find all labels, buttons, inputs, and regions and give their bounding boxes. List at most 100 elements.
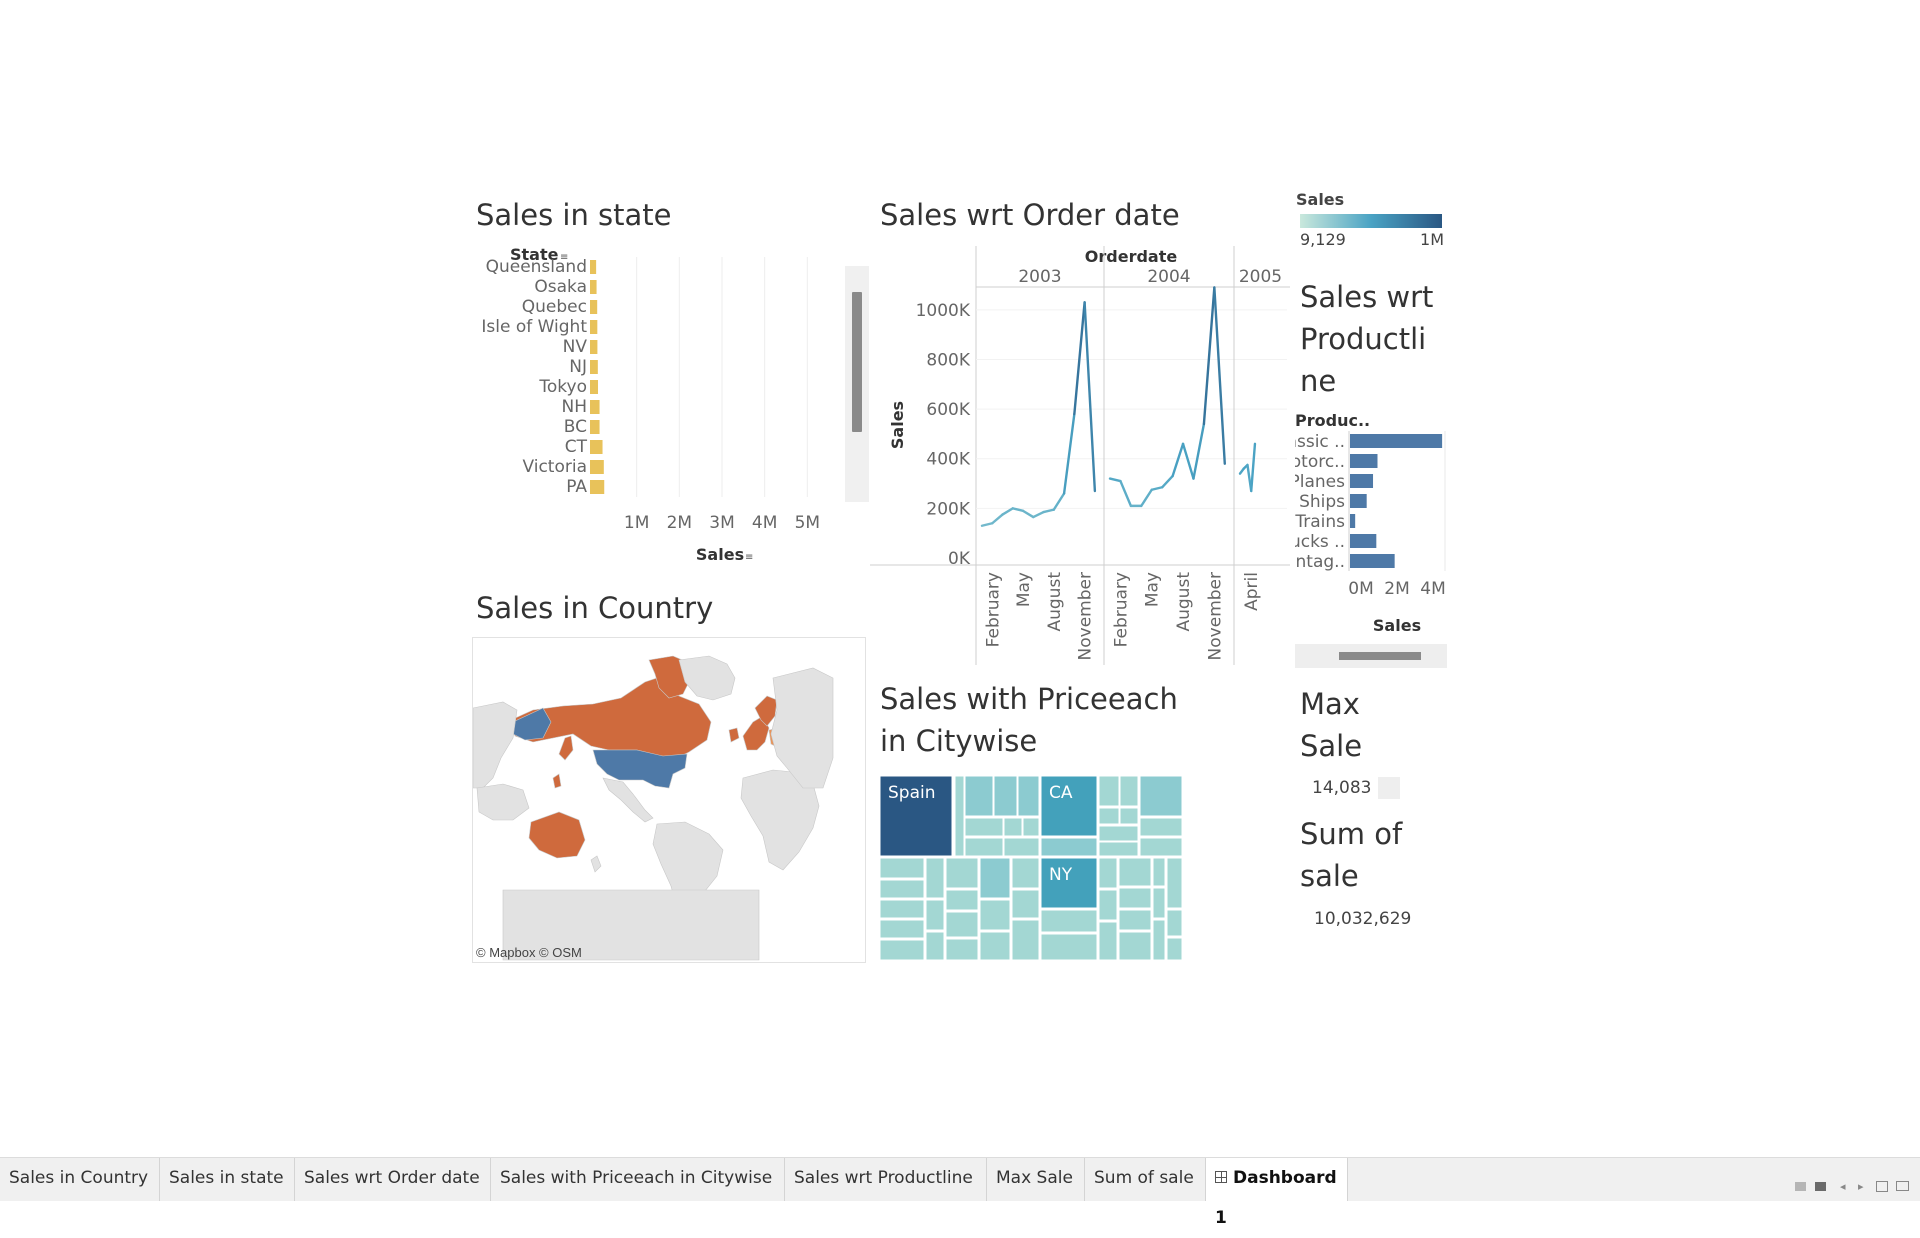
treemap-cell [1004,838,1039,856]
priceeach-title: Sales with Priceeach in Citywise [880,682,1178,758]
treemap-cell [1099,922,1117,960]
map-credit: © Mapbox © OSM [476,945,582,960]
state-bar [590,320,598,334]
productline-bar [1350,554,1395,568]
europe-west-shape [742,715,770,751]
state-scrollbar-thumb [852,292,862,432]
state-bar [590,300,598,314]
tab-sales-in-state[interactable]: Sales in state [160,1158,295,1201]
treemap-cell [965,818,1003,836]
new-zealand-shape [590,855,602,873]
productline-x-tick: 2M [1384,579,1409,599]
tab-max-sale[interactable]: Max Sale [987,1158,1085,1201]
productline-x-axis-label: Sales [1373,616,1421,635]
treemap-cell [1119,858,1151,886]
australia-shape [528,811,586,859]
order-line-segment [1062,412,1076,495]
treemap-label: NY [1049,865,1073,885]
treemap-cell [980,858,1010,898]
state-label: Isle of Wight [481,317,587,337]
state-bar [590,380,599,394]
order-y-tick: 200K [926,499,970,519]
order-line-segment [1021,509,1035,519]
state-x-tick: 5M [795,513,820,533]
order-x-tick: August [1174,572,1194,632]
world-map[interactable] [472,638,865,962]
order-line-segment [1042,508,1056,514]
tab-sales-wrt-order-date[interactable]: Sales wrt Order date [295,1158,491,1201]
productline-bar [1350,514,1356,528]
state-x-tick: 4M [752,513,777,533]
sheet-tab-bar: Sales in Country Sales in state Sales wr… [0,1157,1920,1228]
treemap-cell [1140,818,1182,836]
treemap-cell [1119,932,1151,960]
treemap-cell [1153,858,1165,886]
sum-of-sale-value: 10,032,629 [1314,909,1412,929]
treemap-cell [946,912,978,937]
state-bar [590,440,603,454]
treemap-cell [1012,890,1039,918]
order-y-tick: 1000K [916,301,971,321]
order-x-tick: May [1143,572,1163,607]
order-line-segment [1011,507,1025,513]
prev-sheet-icon[interactable]: ◂ [1840,1180,1846,1193]
treemap-cell [1140,776,1182,816]
treemap-cell [1041,934,1097,960]
treemap-cell [926,858,944,898]
productline-label: Planes [1295,472,1345,492]
state-bar [590,460,604,474]
tab-dashboard-1[interactable]: Dashboard 1 [1206,1158,1348,1228]
antarctica-shape [502,889,760,961]
treemap-cell [1012,920,1039,960]
productline-label: intag.. [1295,552,1345,572]
dashboard-grid-icon [1215,1171,1227,1183]
order-date-title: Sales wrt Order date [880,198,1180,232]
grid-view-icon[interactable] [1795,1182,1806,1191]
film-strip-icon[interactable] [1815,1182,1826,1191]
state-x-tick: 3M [709,513,734,533]
tab-sum-of-sale[interactable]: Sum of sale [1085,1158,1206,1201]
orderdate-column-header: Orderdate [1085,247,1178,266]
country-map[interactable]: © Mapbox © OSM [472,637,866,963]
productline-x-tick: 4M [1420,579,1445,599]
treemap-cell [965,776,993,816]
next-sheet-icon[interactable]: ▸ [1858,1180,1864,1193]
legend-min-label: 9,129 [1300,230,1346,249]
state-label: PA [566,477,587,497]
citywise-treemap: Spain CA NY [880,776,1182,960]
presentation-icon[interactable] [1896,1181,1909,1191]
order-y-tick: 600K [926,400,970,420]
productline-row-header: Produc.. [1295,411,1370,430]
state-bar [590,420,600,434]
treemap-cell [880,880,924,898]
order-line-segment [1001,507,1014,516]
tab-sales-with-priceeach[interactable]: Sales with Priceeach in Citywise [491,1158,785,1201]
order-line-segment [1052,492,1066,511]
productline-x-tick: 0M [1348,579,1373,599]
treemap-cell [980,900,1010,930]
order-line-segment [1083,301,1097,493]
sort-icon: ≡ [745,552,753,563]
legend-color-ramp [1300,214,1442,228]
treemap-cell [1140,838,1182,856]
state-x-tick: 2M [667,513,692,533]
order-year-header: 2004 [1147,267,1190,287]
treemap-cell [1153,920,1165,960]
treemap-cell [880,858,924,878]
treemap-cell [1099,858,1117,888]
tab-sales-in-country[interactable]: Sales in Country [0,1158,160,1201]
fullscreen-icon[interactable] [1876,1181,1888,1192]
state-label: CT [565,437,588,457]
productline-label: otorc.. [1295,452,1345,472]
state-label: Quebec [522,297,587,317]
state-label: Osaka [534,277,587,297]
treemap-cell [955,776,964,856]
tab-sales-wrt-productline[interactable]: Sales wrt Productline [785,1158,987,1201]
order-line-segment [991,513,1004,525]
state-bar [590,480,605,494]
treemap-cell [1099,808,1119,824]
treemap-cell [1041,910,1097,932]
order-line-segment [1160,474,1174,489]
state-x-axis-label: Sales [696,545,744,564]
state-bar [590,360,598,374]
